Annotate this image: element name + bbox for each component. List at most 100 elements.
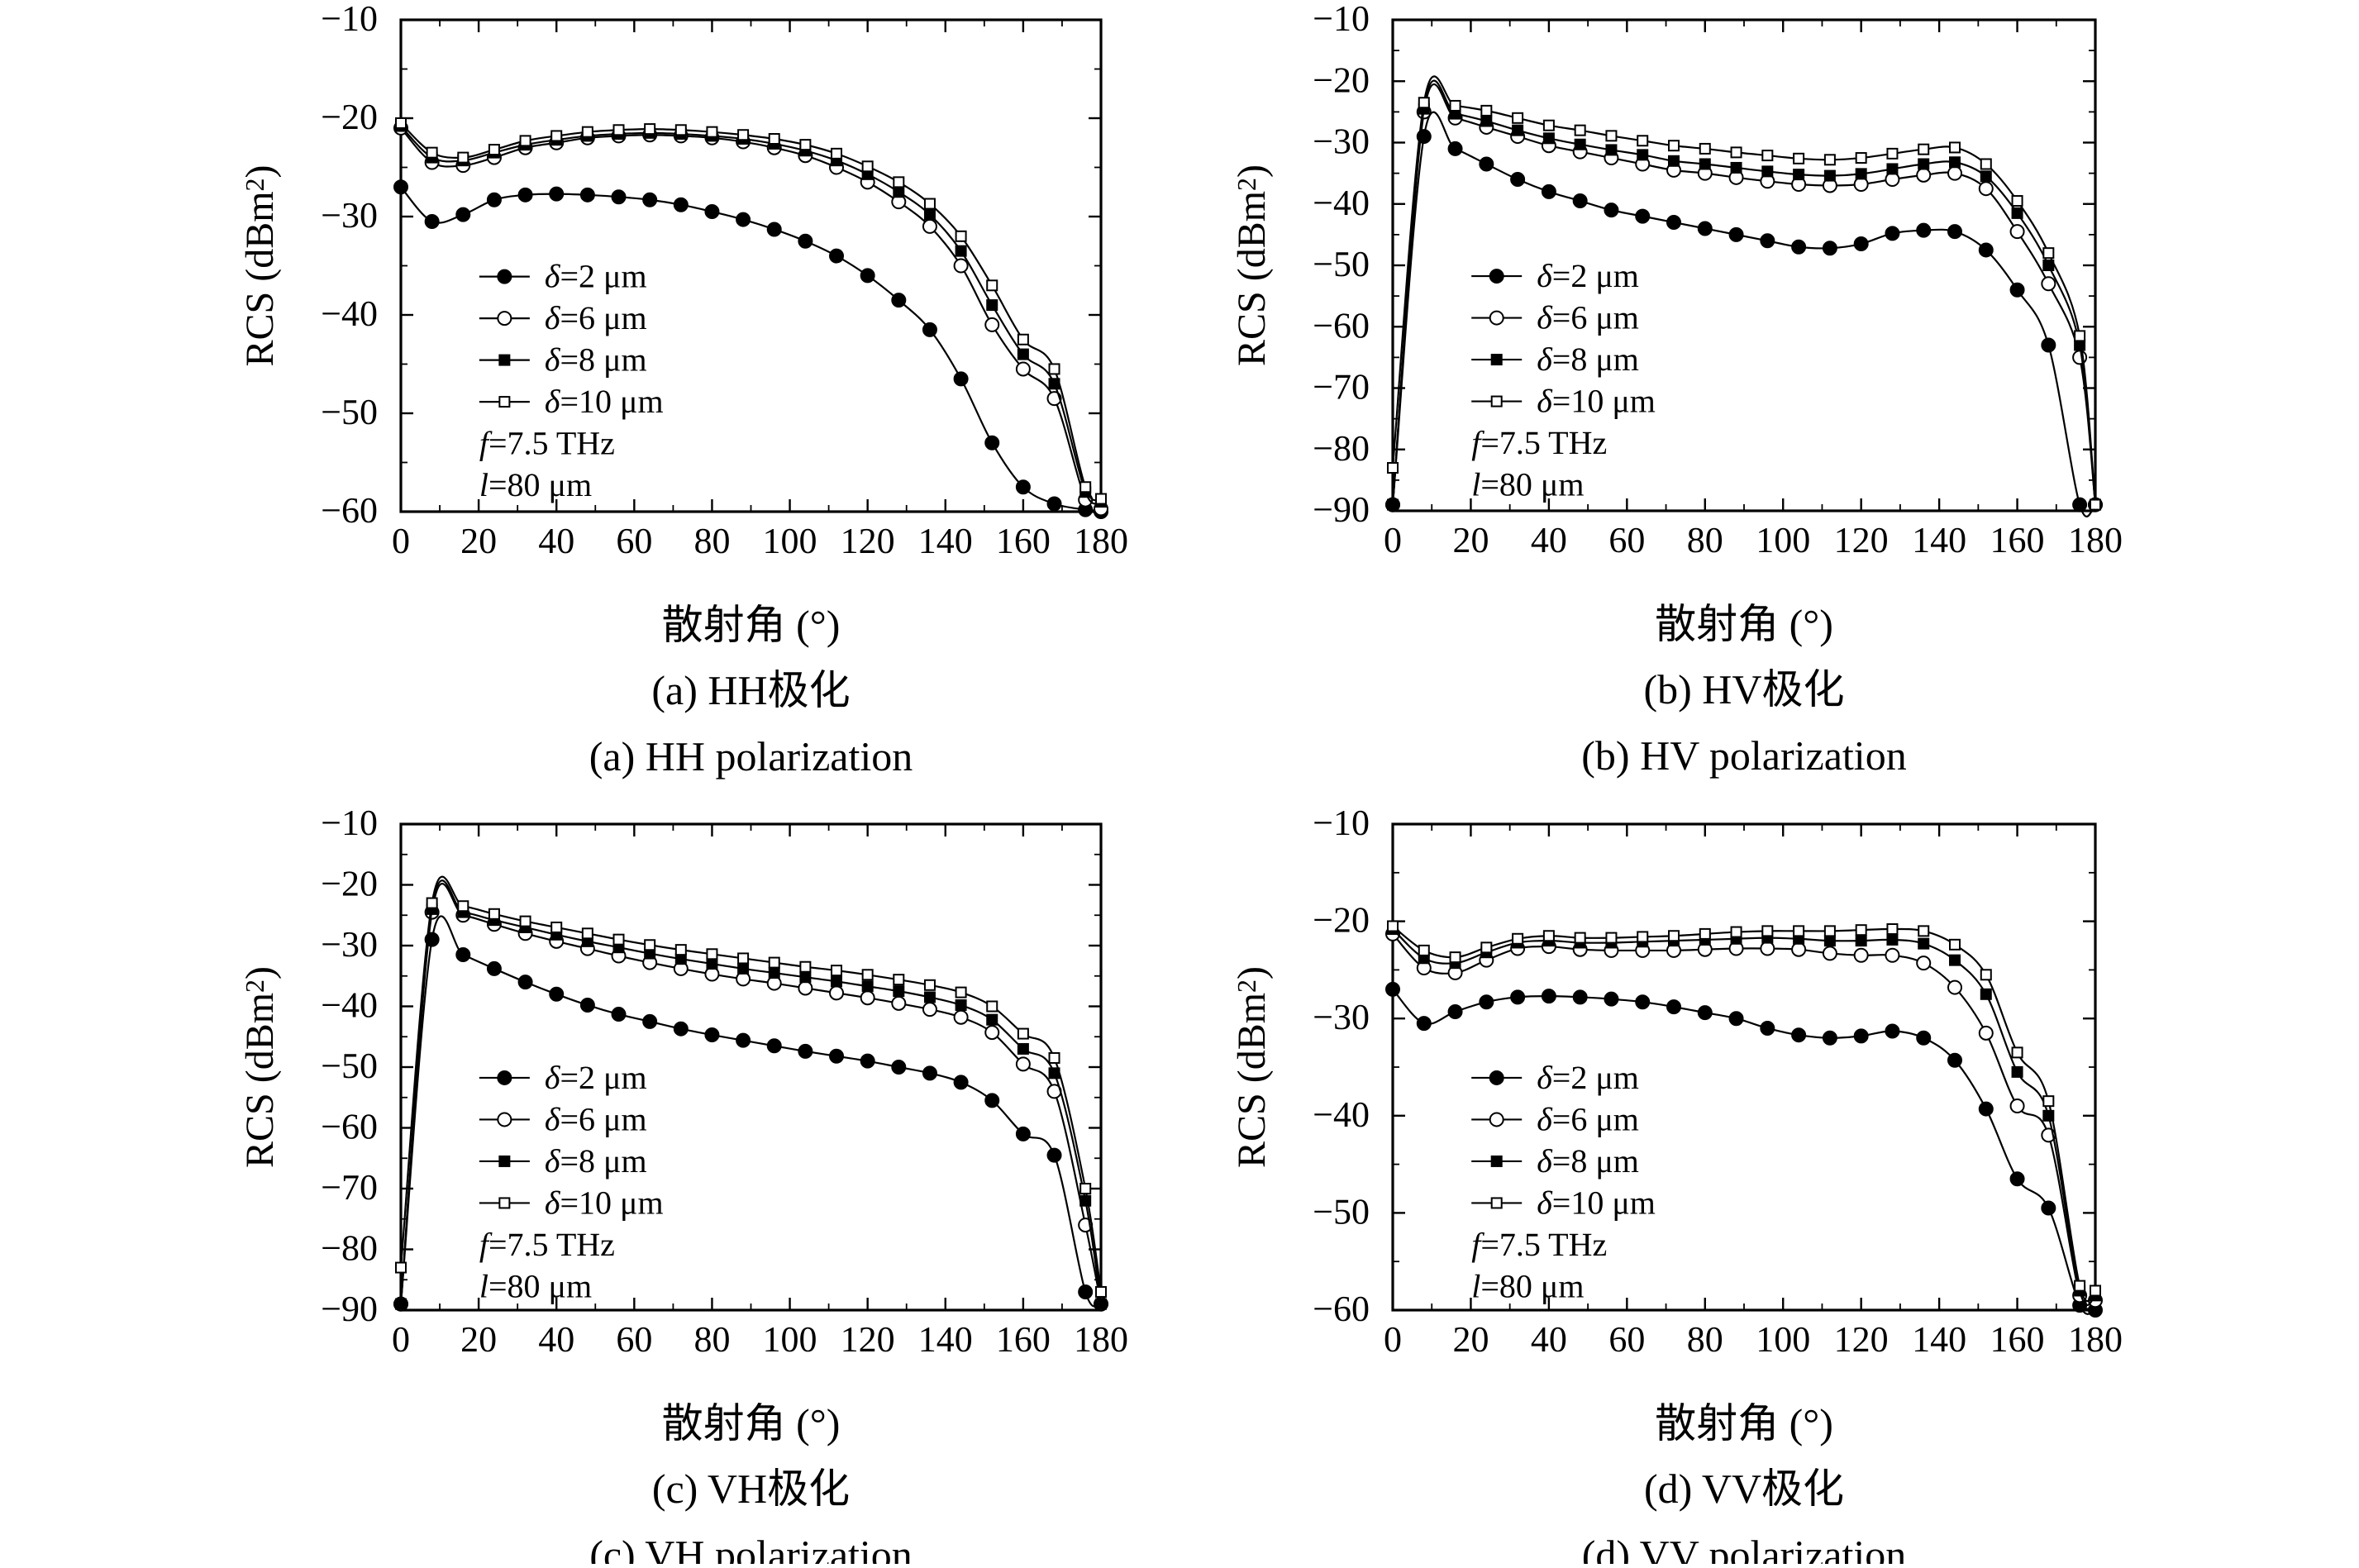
svg-text:0: 0 bbox=[392, 1319, 410, 1360]
svg-text:20: 20 bbox=[460, 521, 497, 561]
svg-text:散射角 (°): 散射角 (°) bbox=[1655, 1400, 1833, 1446]
svg-text:δ=6 μm: δ=6 μm bbox=[545, 1100, 647, 1137]
svg-text:−50: −50 bbox=[1313, 1191, 1370, 1232]
svg-text:f=7.5 THz: f=7.5 THz bbox=[1471, 1226, 1607, 1263]
svg-text:140: 140 bbox=[918, 521, 973, 561]
svg-text:140: 140 bbox=[1912, 520, 1966, 560]
svg-text:120: 120 bbox=[841, 521, 895, 561]
svg-text:160: 160 bbox=[996, 1319, 1051, 1360]
svg-text:80: 80 bbox=[1687, 520, 1723, 560]
svg-text:(b) HV polarization: (b) HV polarization bbox=[1581, 732, 1906, 779]
svg-text:80: 80 bbox=[693, 521, 730, 561]
svg-text:RCS (dBm2): RCS (dBm2) bbox=[1230, 164, 1274, 366]
svg-text:δ=6 μm: δ=6 μm bbox=[1537, 299, 1639, 336]
svg-text:20: 20 bbox=[1452, 520, 1489, 560]
svg-text:−30: −30 bbox=[321, 924, 378, 965]
svg-text:(a) HH polarization: (a) HH polarization bbox=[589, 733, 913, 779]
svg-text:180: 180 bbox=[1074, 521, 1128, 561]
svg-text:−40: −40 bbox=[321, 293, 378, 334]
svg-text:δ=10 μm: δ=10 μm bbox=[1537, 1184, 1656, 1221]
svg-text:散射角 (°): 散射角 (°) bbox=[662, 1400, 841, 1446]
svg-text:40: 40 bbox=[538, 521, 574, 561]
svg-text:−90: −90 bbox=[321, 1289, 378, 1329]
svg-text:100: 100 bbox=[1756, 1319, 1810, 1360]
svg-text:60: 60 bbox=[616, 521, 652, 561]
svg-text:−60: −60 bbox=[321, 490, 378, 531]
svg-text:−70: −70 bbox=[1313, 367, 1370, 407]
svg-text:散射角 (°): 散射角 (°) bbox=[1655, 601, 1833, 647]
svg-text:−30: −30 bbox=[1313, 997, 1370, 1037]
svg-text:60: 60 bbox=[1608, 1319, 1645, 1360]
svg-text:(b) HV极化: (b) HV极化 bbox=[1643, 666, 1844, 713]
svg-text:−20: −20 bbox=[1313, 60, 1370, 100]
svg-text:−30: −30 bbox=[321, 195, 378, 236]
svg-text:−80: −80 bbox=[321, 1228, 378, 1269]
svg-text:120: 120 bbox=[1834, 1319, 1889, 1360]
svg-text:δ=2 μm: δ=2 μm bbox=[1537, 257, 1639, 294]
svg-text:−20: −20 bbox=[1313, 900, 1370, 941]
svg-text:δ=2 μm: δ=2 μm bbox=[1537, 1059, 1639, 1096]
svg-text:δ=10 μm: δ=10 μm bbox=[1537, 383, 1656, 420]
svg-text:δ=8 μm: δ=8 μm bbox=[545, 341, 647, 379]
svg-text:80: 80 bbox=[693, 1319, 730, 1360]
svg-text:f=7.5 THz: f=7.5 THz bbox=[479, 1226, 615, 1263]
svg-text:l=80 μm: l=80 μm bbox=[479, 1267, 592, 1304]
svg-text:80: 80 bbox=[1687, 1319, 1723, 1360]
svg-text:60: 60 bbox=[1608, 520, 1645, 560]
svg-text:20: 20 bbox=[1452, 1319, 1489, 1360]
svg-text:60: 60 bbox=[616, 1319, 652, 1360]
svg-text:−10: −10 bbox=[1313, 803, 1370, 843]
svg-text:δ=10 μm: δ=10 μm bbox=[545, 383, 664, 420]
svg-text:δ=6 μm: δ=6 μm bbox=[545, 299, 647, 336]
svg-text:40: 40 bbox=[1531, 1319, 1567, 1360]
svg-text:−40: −40 bbox=[1313, 183, 1370, 223]
svg-text:δ=2 μm: δ=2 μm bbox=[545, 1059, 647, 1096]
svg-text:−50: −50 bbox=[1313, 244, 1370, 284]
svg-text:100: 100 bbox=[763, 1319, 817, 1360]
svg-text:140: 140 bbox=[1912, 1319, 1966, 1360]
svg-text:散射角 (°): 散射角 (°) bbox=[662, 602, 841, 648]
svg-text:−40: −40 bbox=[1313, 1094, 1370, 1135]
svg-text:δ=6 μm: δ=6 μm bbox=[1537, 1100, 1639, 1137]
svg-text:(c) VH极化: (c) VH极化 bbox=[652, 1466, 850, 1512]
svg-text:20: 20 bbox=[460, 1319, 497, 1360]
svg-text:−50: −50 bbox=[321, 1046, 378, 1086]
svg-text:RCS (dBm2): RCS (dBm2) bbox=[238, 966, 282, 1168]
svg-text:0: 0 bbox=[1384, 520, 1402, 560]
svg-text:−40: −40 bbox=[321, 985, 378, 1026]
svg-text:0: 0 bbox=[1384, 1319, 1402, 1360]
svg-text:−60: −60 bbox=[1313, 1289, 1370, 1329]
svg-text:−30: −30 bbox=[1313, 122, 1370, 162]
svg-text:−20: −20 bbox=[321, 864, 378, 904]
svg-text:120: 120 bbox=[841, 1319, 895, 1360]
svg-text:120: 120 bbox=[1834, 520, 1889, 560]
svg-text:δ=10 μm: δ=10 μm bbox=[545, 1184, 664, 1221]
svg-text:−60: −60 bbox=[321, 1107, 378, 1147]
svg-text:−60: −60 bbox=[1313, 305, 1370, 346]
svg-text:40: 40 bbox=[538, 1319, 574, 1360]
svg-text:δ=2 μm: δ=2 μm bbox=[545, 258, 647, 295]
svg-text:−10: −10 bbox=[321, 803, 378, 843]
svg-text:−90: −90 bbox=[1313, 489, 1370, 530]
svg-text:δ=8 μm: δ=8 μm bbox=[545, 1142, 647, 1180]
svg-text:(a) HH极化: (a) HH极化 bbox=[651, 667, 850, 713]
svg-text:−80: −80 bbox=[1313, 428, 1370, 469]
svg-text:(c) VH polarization: (c) VH polarization bbox=[589, 1532, 913, 1564]
svg-text:−10: −10 bbox=[321, 0, 378, 39]
svg-text:l=80 μm: l=80 μm bbox=[479, 466, 592, 503]
svg-text:l=80 μm: l=80 μm bbox=[1471, 1267, 1584, 1304]
svg-text:160: 160 bbox=[1990, 1319, 2045, 1360]
svg-text:−20: −20 bbox=[321, 97, 378, 137]
svg-text:100: 100 bbox=[1756, 520, 1810, 560]
svg-text:160: 160 bbox=[996, 521, 1051, 561]
svg-text:40: 40 bbox=[1531, 520, 1567, 560]
svg-text:(d) VV极化: (d) VV极化 bbox=[1644, 1466, 1844, 1512]
svg-text:f=7.5 THz: f=7.5 THz bbox=[479, 425, 615, 462]
svg-text:180: 180 bbox=[2068, 1319, 2123, 1360]
svg-text:δ=8 μm: δ=8 μm bbox=[1537, 1142, 1639, 1180]
svg-text:l=80 μm: l=80 μm bbox=[1471, 466, 1584, 503]
svg-text:(d) VV polarization: (d) VV polarization bbox=[1582, 1532, 1907, 1564]
svg-text:−10: −10 bbox=[1313, 0, 1370, 39]
svg-text:0: 0 bbox=[392, 521, 410, 561]
svg-text:−70: −70 bbox=[321, 1167, 378, 1208]
